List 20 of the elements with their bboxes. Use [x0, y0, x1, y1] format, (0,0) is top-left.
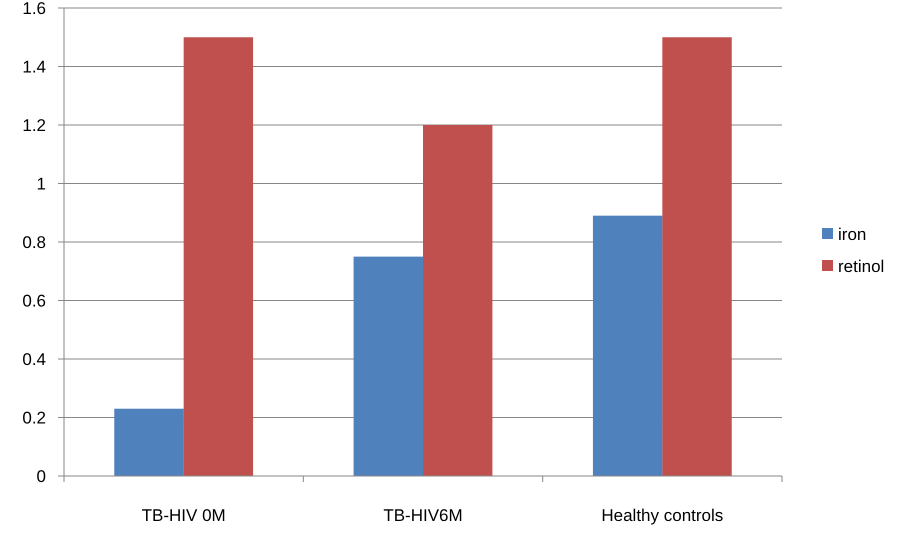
bar	[114, 408, 184, 476]
legend-label: iron	[838, 224, 866, 244]
x-tick-label: TB-HIV 0M	[142, 506, 226, 525]
y-tick-label: 1.2	[22, 116, 46, 135]
bar	[662, 37, 732, 476]
y-tick-label: 1.6	[22, 0, 46, 18]
y-tick-label: 0.8	[22, 232, 46, 252]
bar	[184, 37, 254, 476]
bar	[592, 216, 662, 476]
y-tick-label: 1	[36, 174, 46, 194]
bar	[423, 125, 492, 476]
y-tick-label: 1.4	[22, 57, 46, 76]
y-tick-label: 0.4	[22, 350, 46, 369]
y-tick-label: 0.2	[22, 408, 46, 428]
x-tick-label: Healthy controls	[601, 506, 724, 525]
x-tick-label: TB-HIV6M	[383, 506, 463, 525]
y-tick-label: 0	[36, 466, 46, 486]
y-tick-label: 0.6	[22, 291, 46, 310]
bar	[354, 256, 423, 476]
legend-label: retinol	[838, 256, 884, 276]
